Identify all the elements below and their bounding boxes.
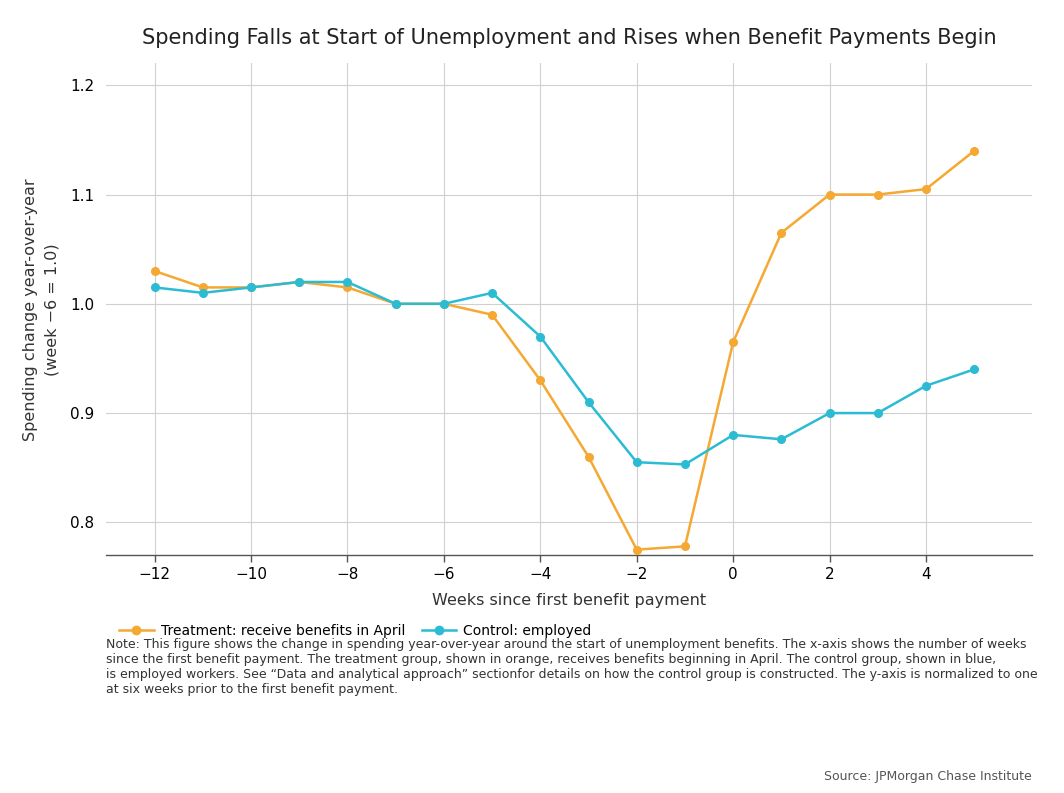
Text: Source: JPMorgan Chase Institute: Source: JPMorgan Chase Institute	[825, 771, 1032, 783]
Title: Spending Falls at Start of Unemployment and Rises when Benefit Payments Begin: Spending Falls at Start of Unemployment …	[142, 28, 997, 48]
X-axis label: Weeks since first benefit payment: Weeks since first benefit payment	[432, 593, 706, 608]
Text: Note: This figure shows the change in spending year-over-year around the start o: Note: This figure shows the change in sp…	[106, 638, 1038, 696]
Y-axis label: Spending change year-over-year
(week −6 = 1.0): Spending change year-over-year (week −6 …	[23, 178, 60, 441]
Legend: Treatment: receive benefits in April, Control: employed: Treatment: receive benefits in April, Co…	[114, 619, 597, 644]
